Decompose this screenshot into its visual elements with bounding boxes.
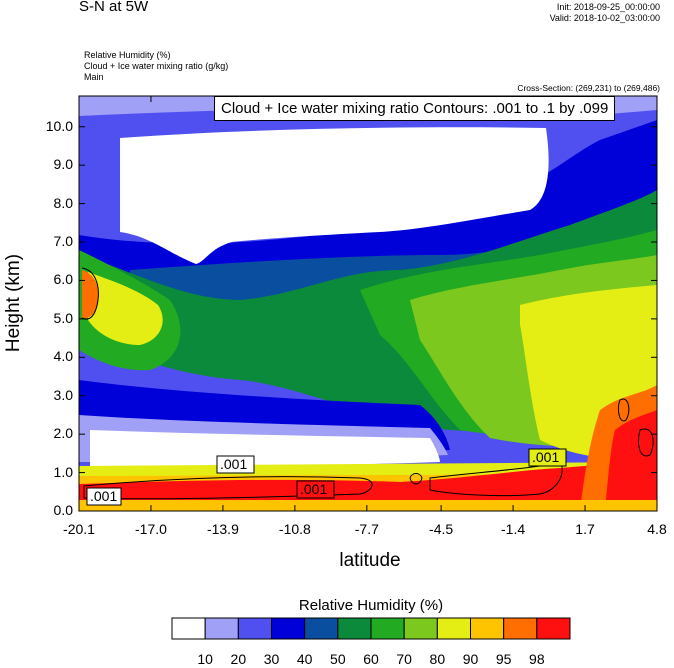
x-tick-label: -17.0 bbox=[134, 521, 167, 537]
y-tick-label: 4.0 bbox=[53, 348, 73, 365]
x-tick-label: -10.8 bbox=[278, 521, 311, 537]
y-tick-label: 2.0 bbox=[53, 425, 73, 442]
colorbar-level-label: 98 bbox=[529, 651, 545, 667]
cloud-contours bbox=[81, 267, 654, 500]
x-tick-label: -7.7 bbox=[354, 521, 379, 537]
contour-label-3: .001 bbox=[300, 481, 327, 497]
colorbar-level-label: 40 bbox=[296, 651, 313, 667]
y-tick-label: 10.0 bbox=[45, 117, 73, 134]
rh-fill-low-white bbox=[90, 430, 440, 468]
rh-fill-ground bbox=[79, 500, 657, 511]
y-axis-label: Height (km) bbox=[3, 253, 24, 353]
colorbar-level-label: 10 bbox=[197, 651, 213, 667]
colorbar-swatch bbox=[470, 617, 505, 640]
colorbar-level-label: 30 bbox=[263, 651, 280, 667]
cloud-contour-far-right-1 bbox=[617, 398, 630, 422]
colorbar-level-label: 80 bbox=[429, 651, 446, 667]
rh-fill-left-yellow bbox=[88, 272, 163, 345]
colorbar bbox=[171, 617, 571, 640]
colorbar-swatch bbox=[370, 617, 405, 640]
field-label-main: Main bbox=[84, 72, 104, 82]
cloud-contour-far-right-2 bbox=[637, 428, 654, 457]
cloud-contour-low bbox=[83, 476, 373, 500]
rh-fill-upper-white bbox=[120, 127, 549, 264]
y-axis-ticks bbox=[79, 126, 657, 512]
colorbar-level-label: 60 bbox=[363, 651, 379, 667]
colorbar-level-label: 50 bbox=[330, 651, 346, 667]
cloud-contour-middle bbox=[409, 473, 423, 485]
colorbar-title: Relative Humidity (%) bbox=[298, 597, 444, 614]
init-time: Init: 2018-09-25_00:00:00 bbox=[556, 2, 660, 12]
colorbar-swatch bbox=[204, 617, 239, 640]
colorbar-swatch bbox=[436, 617, 472, 640]
contour-label-boxes: .001 .001 .001 .001 bbox=[86, 448, 567, 506]
contour-label-2: .001 bbox=[220, 456, 247, 472]
colorbar-swatch bbox=[171, 617, 206, 640]
colorbar-swatch bbox=[237, 617, 272, 640]
x-tick-label: 4.8 bbox=[647, 521, 667, 537]
contour-label-1-box bbox=[86, 487, 122, 506]
x-tick-label: 1.7 bbox=[575, 521, 595, 537]
y-tick-label: 8.0 bbox=[53, 194, 73, 211]
colorbar-swatch bbox=[403, 617, 438, 640]
colorbar-swatch bbox=[271, 617, 306, 640]
rh-field bbox=[79, 96, 657, 511]
rh-fill-left-hot bbox=[82, 270, 99, 319]
y-tick-label: 3.0 bbox=[53, 386, 73, 403]
field-label-rh: Relative Humidity (%) bbox=[84, 50, 171, 60]
colorbar-swatch bbox=[337, 617, 372, 640]
contour-info-box: Cloud + Ice water mixing ratio Contours:… bbox=[214, 96, 616, 121]
colorbar-swatch bbox=[536, 617, 571, 640]
cloud-contour-left bbox=[81, 267, 99, 320]
y-tick-label: 9.0 bbox=[53, 156, 73, 173]
x-axis-label: latitude bbox=[339, 550, 401, 571]
contour-label-3-box bbox=[296, 480, 335, 499]
x-tick-label: -4.5 bbox=[429, 521, 454, 537]
colorbar-level-label: 70 bbox=[396, 651, 412, 667]
field-label-cloud: Cloud + Ice water mixing ratio (g/kg) bbox=[84, 61, 229, 71]
contour-label-4-box bbox=[528, 448, 567, 467]
cloud-contour-right bbox=[429, 461, 563, 497]
colorbar-level-label: 20 bbox=[230, 651, 247, 667]
x-tick-label: -20.1 bbox=[63, 521, 95, 537]
valid-time: Valid: 2018-10-02_03:00:00 bbox=[549, 13, 660, 23]
y-tick-label: 5.0 bbox=[53, 309, 73, 326]
contour-label-1: .001 bbox=[90, 488, 117, 504]
colorbar-level-label: 95 bbox=[495, 651, 512, 667]
x-tick-label: -1.4 bbox=[501, 521, 526, 537]
y-tick-label: 0.0 bbox=[53, 502, 73, 518]
cross-section-label: Cross-Section: (269,231) to (269,486) bbox=[517, 83, 660, 93]
x-tick-label: -13.9 bbox=[206, 521, 239, 537]
colorbar-swatch bbox=[503, 617, 538, 640]
rh-fill-right-red bbox=[605, 410, 657, 511]
colorbar-level-label: 90 bbox=[462, 651, 479, 667]
y-tick-label: 1.0 bbox=[53, 463, 73, 480]
y-tick-label: 7.0 bbox=[53, 233, 73, 250]
contour-label-4: .001 bbox=[532, 449, 559, 465]
colorbar-swatch bbox=[304, 617, 339, 640]
plot-title: S-N at 5W bbox=[79, 0, 149, 15]
contour-label-2-box bbox=[216, 455, 255, 474]
y-tick-label: 6.0 bbox=[53, 271, 73, 288]
